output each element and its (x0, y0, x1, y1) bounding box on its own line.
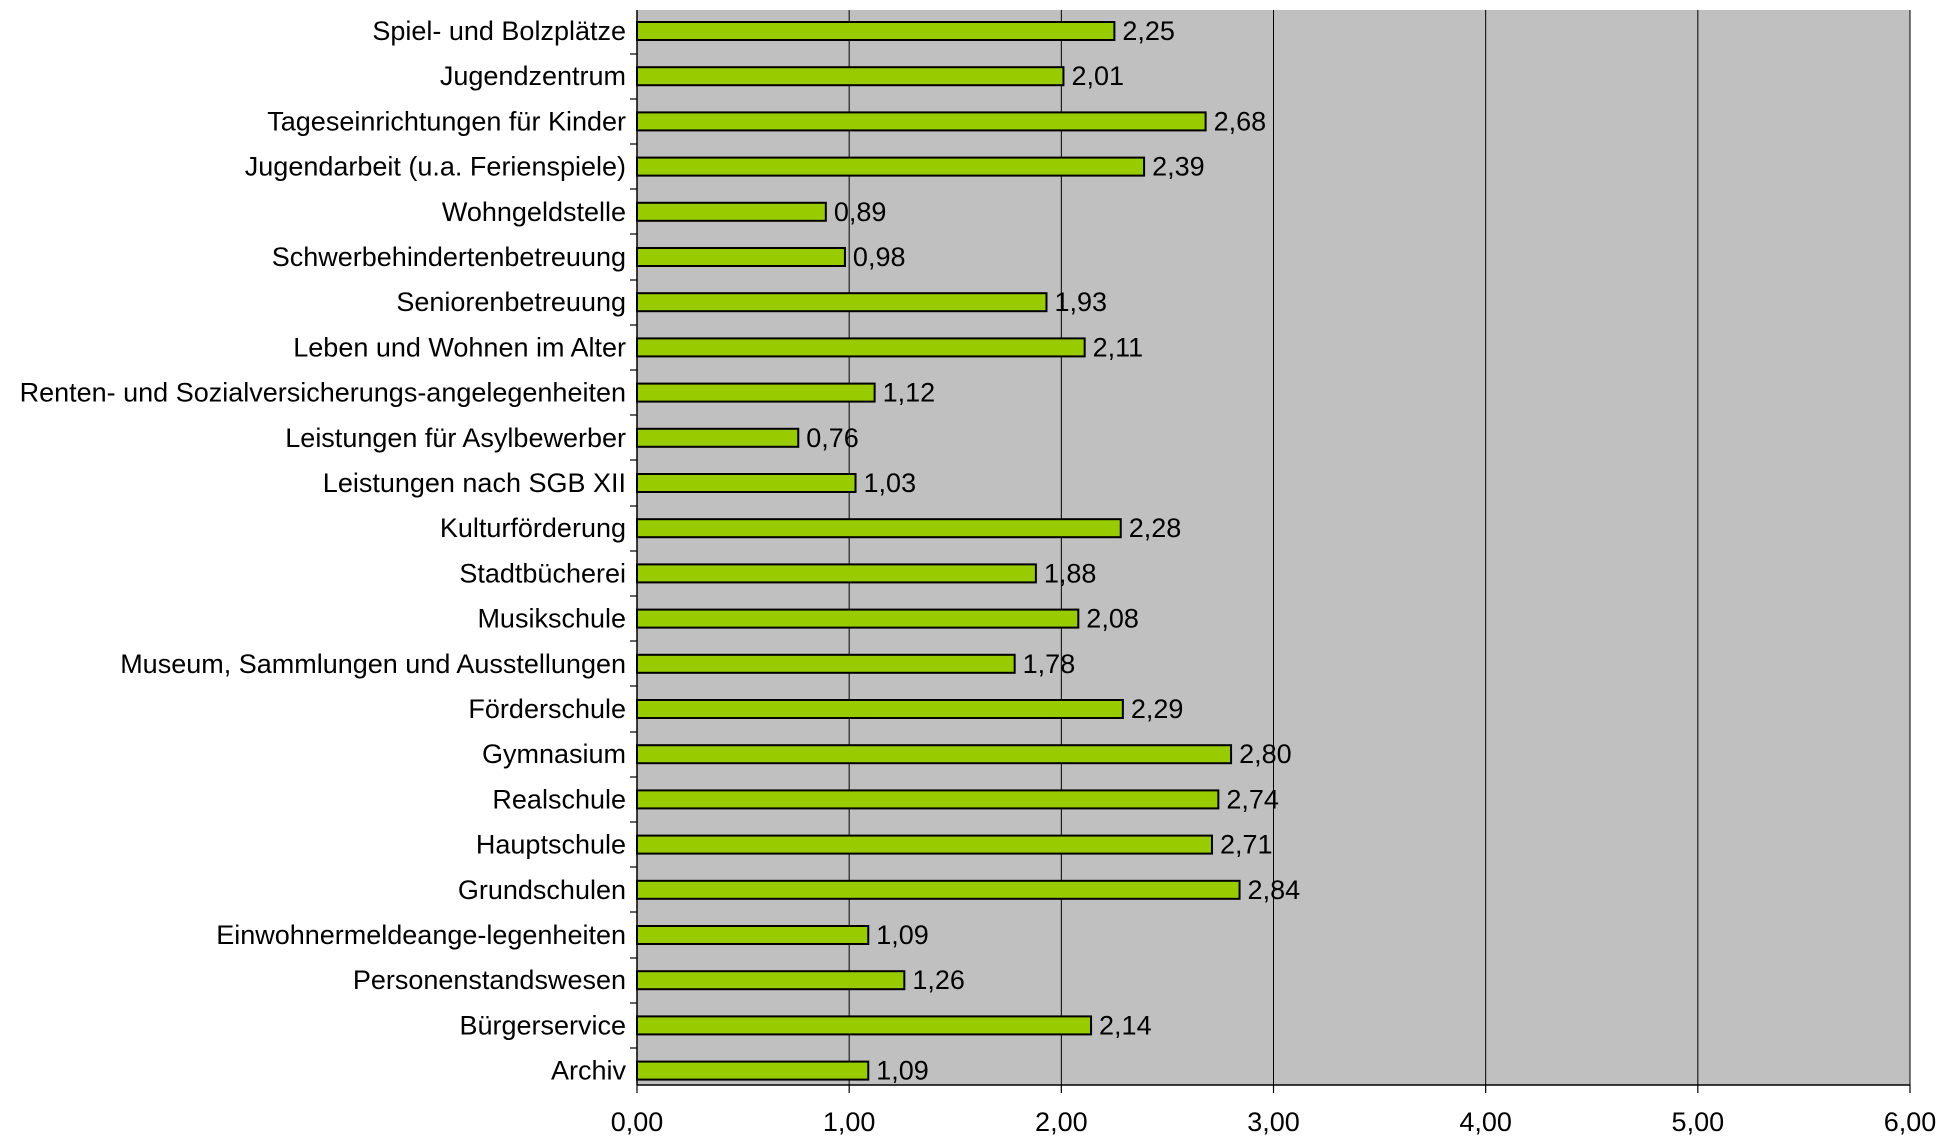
data-label: 1,09 (876, 920, 929, 950)
data-label: 2,01 (1071, 61, 1124, 91)
category-label: Einwohnermeldeange-legenheiten (216, 920, 626, 950)
category-label: Tageseinrichtungen für Kinder (267, 106, 626, 136)
data-label: 0,76 (806, 423, 859, 453)
data-label: 0,89 (834, 197, 887, 227)
bar (636, 789, 1220, 810)
data-label: 1,03 (864, 468, 917, 498)
data-label: 1,88 (1044, 558, 1097, 588)
data-label: 1,26 (912, 965, 965, 995)
category-label: Renten- und Sozialversicherungs-angelege… (20, 378, 626, 408)
bar (636, 21, 1116, 41)
bar (636, 201, 827, 222)
category-axis: Spiel- und Bolzplätze Jugendzentrum Tagese… (20, 10, 638, 1086)
data-label: 2,28 (1129, 513, 1182, 543)
data-label: 2,29 (1131, 694, 1184, 724)
category-label: Archiv (551, 1056, 627, 1086)
bar (636, 744, 1233, 765)
category-label: Bürgerservice (459, 1010, 626, 1040)
data-label: 2,74 (1226, 784, 1279, 814)
bar (636, 834, 1213, 855)
data-label: 2,14 (1099, 1010, 1152, 1040)
data-label: 2,71 (1220, 830, 1273, 860)
bar (636, 925, 870, 945)
bar (636, 1060, 870, 1081)
category-label: Kulturförderung (440, 513, 626, 543)
tick-label: 2,00 (1035, 1107, 1088, 1137)
bar (636, 699, 1124, 719)
bar (636, 382, 876, 403)
category-label: Jugendzentrum (440, 61, 626, 91)
category-label: Stadtbücherei (459, 558, 626, 588)
category-label: Musikschule (477, 604, 626, 634)
category-label: Museum, Sammlungen und Ausstellungen (120, 649, 626, 679)
category-label: Wohngeldstelle (442, 197, 626, 227)
data-label: 2,11 (1093, 332, 1144, 362)
tick-label: 1,00 (823, 1107, 876, 1137)
tick-label: 3,00 (1247, 1107, 1300, 1137)
bar (636, 247, 846, 267)
bar (636, 653, 1016, 674)
category-label: Hauptschule (476, 830, 626, 860)
category-label: Schwerbehindertenbetreuung (272, 242, 626, 272)
category-label: Gymnasium (482, 739, 626, 769)
bar (636, 156, 1146, 177)
category-label: Jugendarbeit (u.a. Ferienspiele) (245, 152, 626, 182)
data-label: 2,84 (1248, 875, 1301, 905)
category-label: Leistungen für Asylbewerber (285, 423, 626, 453)
gridlines (848, 10, 1911, 1085)
data-label: 1,12 (883, 378, 936, 408)
bar (636, 473, 857, 493)
data-label: 1,09 (876, 1056, 929, 1086)
category-label: Förderschule (468, 694, 626, 724)
bar (636, 879, 1241, 900)
bar (636, 111, 1207, 132)
data-label: 2,08 (1086, 604, 1139, 634)
data-label: 2,39 (1152, 152, 1205, 182)
category-label: Grundschulen (458, 875, 626, 905)
tick-label: 5,00 (1672, 1107, 1725, 1137)
data-label: 1,78 (1023, 649, 1076, 679)
category-label: Seniorenbetreuung (396, 287, 626, 317)
category-label: Leben und Wohnen im Alter (293, 332, 626, 362)
bar (636, 563, 1037, 584)
data-label: 1,93 (1054, 287, 1107, 317)
tick-label: 6,00 (1884, 1107, 1937, 1137)
value-labels: 2,25 2,01 2,68 2,39 0,89 0,98 1,93 2,11 1,12 0,76… (806, 16, 1300, 1086)
value-axis: 0,00 1,00 2,00 3,00 4,00 5,00 6,00 (611, 1084, 1937, 1137)
bar (636, 337, 1086, 358)
category-label: Realschule (492, 784, 626, 814)
data-label: 2,25 (1122, 16, 1175, 46)
bar (636, 66, 1065, 87)
category-label: Spiel- und Bolzplätze (372, 16, 626, 46)
category-label: Leistungen nach SGB XII (323, 468, 626, 498)
bar (636, 427, 800, 448)
bar (636, 1015, 1093, 1036)
tick-label: 4,00 (1459, 1107, 1512, 1137)
data-label: 0,98 (853, 242, 906, 272)
bar (636, 292, 1048, 313)
bar (636, 608, 1080, 629)
tick-label: 0,00 (611, 1107, 664, 1137)
data-label: 2,68 (1214, 106, 1267, 136)
category-label: Personenstandswesen (353, 965, 626, 995)
bar (636, 518, 1122, 539)
data-label: 2,80 (1239, 739, 1292, 769)
bar (636, 970, 906, 991)
